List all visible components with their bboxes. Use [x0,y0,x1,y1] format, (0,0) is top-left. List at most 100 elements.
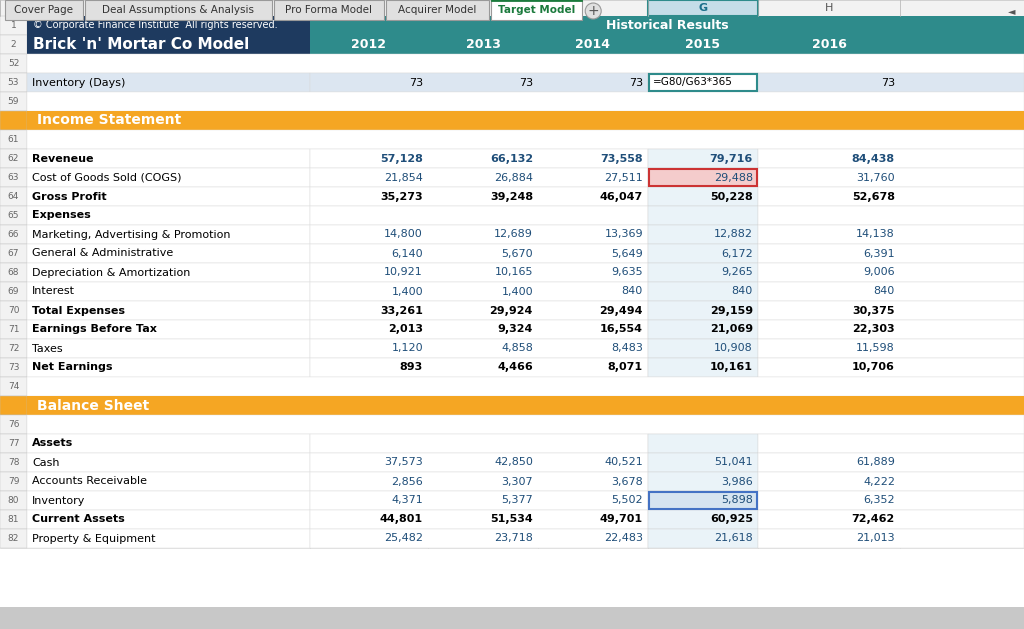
Text: 30,375: 30,375 [853,306,895,316]
Bar [758,339,1024,358]
Text: 69: 69 [8,287,19,296]
Text: H: H [824,3,834,13]
Text: 840: 840 [873,286,895,296]
Text: Pro Forma Model: Pro Forma Model [286,5,373,15]
Bar [310,491,648,510]
Bar [310,339,648,358]
Circle shape [585,3,601,19]
Bar [758,453,1024,472]
Text: 12,882: 12,882 [714,230,753,240]
Text: Cost of Goods Sold (COGS): Cost of Goods Sold (COGS) [32,172,181,182]
Text: 22,483: 22,483 [604,533,643,543]
Bar [0,168,27,187]
Text: 8,071: 8,071 [608,362,643,372]
Bar [0,92,27,111]
Text: F: F [590,3,596,13]
Bar [27,16,310,35]
Bar [648,282,758,301]
Text: 57,128: 57,128 [380,153,423,164]
Text: 3,307: 3,307 [502,477,534,486]
Text: 11,598: 11,598 [856,343,895,353]
Bar [758,434,1024,453]
Bar [758,358,1024,377]
Bar [0,0,1024,16]
Text: 4,371: 4,371 [391,496,423,506]
Text: Balance Sheet: Balance Sheet [37,399,150,413]
Text: 21,618: 21,618 [715,533,753,543]
Bar [758,206,1024,225]
Bar [648,244,758,263]
Text: 40,521: 40,521 [604,457,643,467]
Bar [648,225,758,244]
Text: © Corporate Finance Institute  All rights reserved.: © Corporate Finance Institute All rights… [33,21,278,30]
Text: 50,228: 50,228 [711,191,753,201]
Text: Gross Profit: Gross Profit [32,191,106,201]
Bar [0,149,27,168]
Bar [27,35,310,54]
Text: 2,013: 2,013 [388,325,423,335]
Bar [648,453,758,472]
Bar [0,282,27,301]
Bar [27,301,310,320]
Text: 2016: 2016 [812,38,847,51]
Text: Marketing, Advertising & Promotion: Marketing, Advertising & Promotion [32,230,230,240]
Bar [27,453,310,472]
Text: 73: 73 [629,77,643,87]
Bar [758,472,1024,491]
Text: 16,554: 16,554 [600,325,643,335]
Bar [758,529,1024,548]
Bar [758,168,1024,187]
Bar [648,73,758,92]
Text: 64: 64 [8,192,19,201]
Text: 72,462: 72,462 [852,515,895,525]
Bar [758,491,1024,510]
Text: 73,558: 73,558 [600,153,643,164]
Text: 29,159: 29,159 [710,306,753,316]
Text: Current Assets: Current Assets [32,515,125,525]
Bar [648,168,758,187]
Text: 5,898: 5,898 [721,496,753,506]
Bar [27,377,1024,396]
Text: Assets: Assets [32,438,74,448]
Bar [27,339,310,358]
Text: Net Earnings: Net Earnings [32,362,113,372]
Text: 3,986: 3,986 [721,477,753,486]
Bar [27,396,1024,415]
Text: 5,502: 5,502 [611,496,643,506]
Text: 9,265: 9,265 [721,267,753,277]
Text: 81: 81 [8,515,19,524]
Text: 39,248: 39,248 [489,191,534,201]
Text: 10,908: 10,908 [715,343,753,353]
Text: 26,884: 26,884 [494,172,534,182]
Bar [27,263,310,282]
Bar [27,320,310,339]
Text: 73: 73 [881,77,895,87]
Text: 10,921: 10,921 [384,267,423,277]
Text: 73: 73 [409,77,423,87]
Bar [0,54,27,73]
Bar [27,282,310,301]
Text: 2014: 2014 [575,38,610,51]
Bar [0,453,27,472]
Text: 6,391: 6,391 [863,248,895,259]
Text: 893: 893 [399,362,423,372]
Text: 25,482: 25,482 [384,533,423,543]
Text: 79,716: 79,716 [710,153,753,164]
Text: Reveneue: Reveneue [32,153,93,164]
Text: =G80/G63*365: =G80/G63*365 [653,77,733,87]
Bar [5,0,83,20]
Text: Inventory: Inventory [32,496,85,506]
Bar [758,244,1024,263]
Text: E: E [479,3,486,13]
Text: Interest: Interest [32,286,75,296]
Bar [758,320,1024,339]
Text: 68: 68 [8,268,19,277]
Bar [27,187,310,206]
Text: 13,369: 13,369 [604,230,643,240]
Bar [648,510,758,529]
Bar [27,491,310,510]
Bar [310,16,1024,35]
Text: 5,377: 5,377 [502,496,534,506]
Bar [0,263,27,282]
Bar [648,434,758,453]
